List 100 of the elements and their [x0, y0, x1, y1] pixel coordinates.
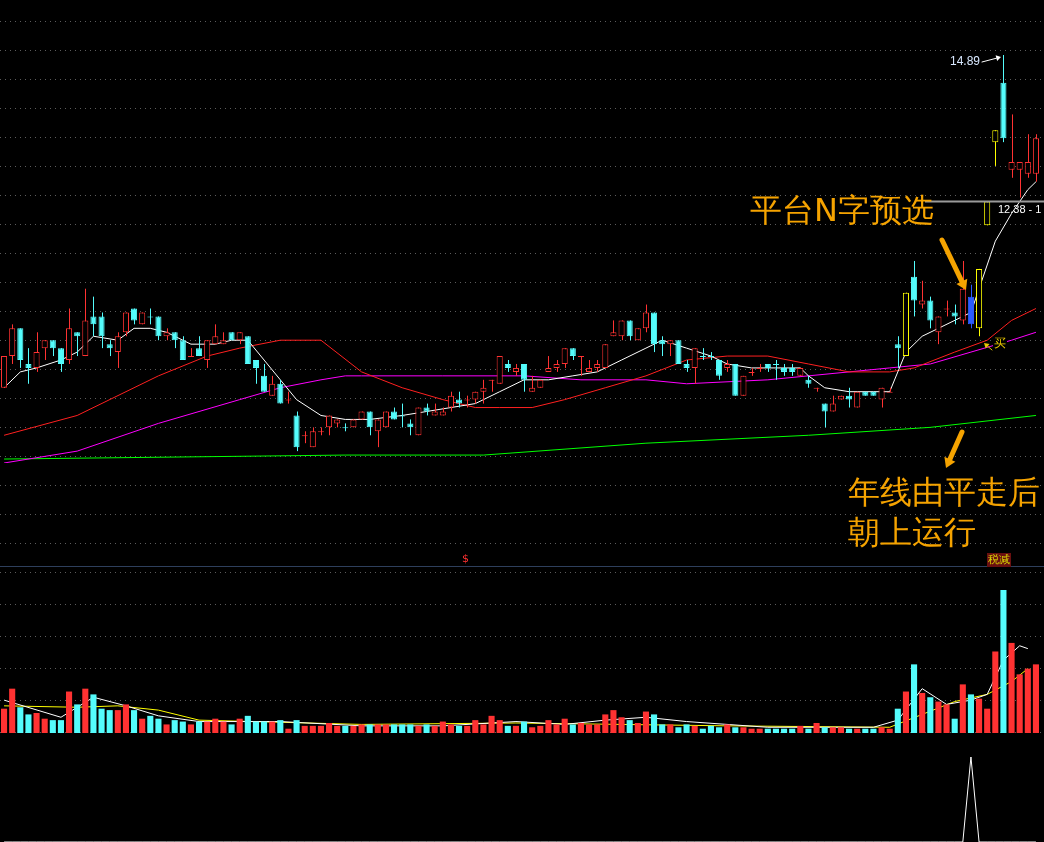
- bar: [236, 718, 243, 733]
- bar: [813, 722, 820, 733]
- candlestick: [716, 359, 723, 381]
- bar: [269, 721, 276, 733]
- bar: [57, 720, 64, 733]
- bar: [17, 707, 24, 733]
- bar: [66, 691, 73, 733]
- bar: [984, 708, 991, 733]
- bar: [342, 725, 349, 733]
- annotation: 买: [993, 336, 1007, 351]
- candlestick: [98, 311, 105, 349]
- bar: [821, 727, 828, 733]
- bar: [114, 710, 121, 733]
- bar: [334, 725, 341, 733]
- bar: [537, 725, 544, 733]
- bar: [139, 718, 146, 733]
- bar: [707, 725, 714, 733]
- bar: [594, 724, 601, 733]
- bar: [521, 721, 528, 733]
- bar: [894, 708, 901, 733]
- candlestick: [1024, 133, 1031, 179]
- bar: [732, 727, 739, 733]
- bar: [374, 724, 381, 733]
- bar: [976, 698, 983, 733]
- bar: [943, 704, 950, 733]
- bar: [252, 721, 259, 733]
- bar: [439, 721, 446, 733]
- bar: [496, 720, 503, 733]
- candlestick: [480, 379, 487, 405]
- bar: [569, 724, 576, 733]
- bar: [805, 728, 812, 733]
- candlestick: [927, 296, 934, 329]
- bar: [691, 725, 698, 733]
- bar: [512, 725, 519, 733]
- bar: [187, 724, 194, 733]
- candlestick: [1008, 113, 1015, 179]
- bar: [431, 725, 438, 733]
- bar: [911, 664, 918, 733]
- bar: [74, 704, 81, 733]
- bar: [878, 727, 885, 733]
- candlestick: [90, 296, 97, 337]
- candlestick: [114, 331, 121, 369]
- candlestick: [33, 331, 40, 373]
- bar: [577, 722, 584, 733]
- bar: [951, 718, 958, 733]
- bar: [829, 727, 836, 733]
- bar: [488, 715, 495, 733]
- bar: [675, 727, 682, 733]
- bar: [204, 721, 211, 733]
- bar: [456, 725, 463, 733]
- bar: [122, 704, 129, 733]
- bar: [82, 688, 89, 733]
- bar: [967, 694, 974, 733]
- bar: [447, 724, 454, 733]
- bar: [228, 724, 235, 733]
- bar: [293, 720, 300, 733]
- bar: [155, 718, 162, 733]
- bar: [610, 710, 617, 733]
- bar: [724, 724, 731, 733]
- bar: [1, 708, 8, 733]
- bar: [667, 724, 674, 733]
- candlestick: [659, 335, 666, 357]
- candlestick: [919, 280, 926, 310]
- annotation: 平台N字预选: [750, 190, 934, 230]
- bar: [772, 728, 779, 733]
- bar: [147, 715, 154, 733]
- bar: [49, 720, 56, 733]
- bar: [586, 724, 593, 733]
- candlestick: [911, 260, 918, 317]
- bar: [553, 724, 560, 733]
- bar: [33, 712, 40, 733]
- candlestick: [772, 359, 779, 381]
- bar: [740, 727, 747, 733]
- bar: [1016, 674, 1023, 733]
- bar: [423, 724, 430, 733]
- bar: [163, 724, 170, 733]
- bar: [902, 691, 909, 733]
- annotation: 14.89: [950, 54, 981, 69]
- candlestick: [374, 418, 381, 448]
- bar: [472, 720, 479, 733]
- bar: [131, 710, 138, 733]
- bar: [480, 724, 487, 733]
- bar: [870, 728, 877, 733]
- bar: [1024, 668, 1031, 733]
- bar: [789, 728, 796, 733]
- text: 年线由平走后朝上运行: [848, 472, 1041, 552]
- bar: [391, 724, 398, 733]
- bar: [25, 714, 32, 733]
- candlestick: [846, 387, 853, 409]
- candlestick: [951, 304, 958, 325]
- bar: [179, 721, 186, 733]
- bar: [358, 724, 365, 733]
- bar: [797, 725, 804, 733]
- candlestick: [187, 347, 194, 358]
- bar: [90, 694, 97, 733]
- bar: [959, 684, 966, 733]
- bar: [277, 720, 284, 733]
- bar: [317, 725, 324, 733]
- bar: [935, 701, 942, 733]
- bar: [756, 728, 763, 733]
